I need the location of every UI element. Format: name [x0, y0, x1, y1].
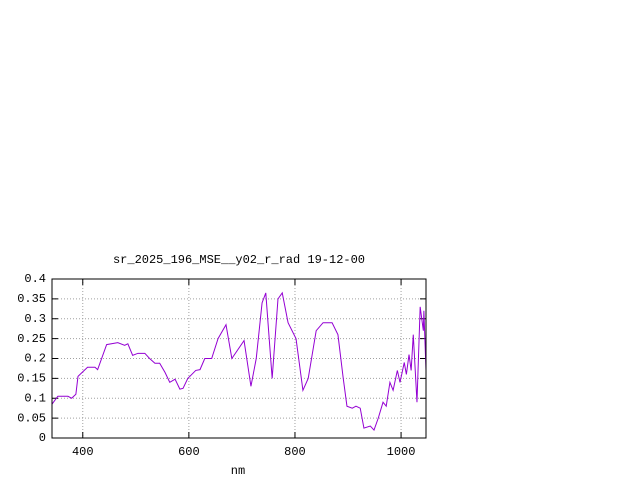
y-tick-label: 0.1 [24, 391, 46, 405]
y-tick-label: 0.15 [17, 372, 46, 386]
x-tick-label: 600 [178, 445, 200, 459]
y-tick-label: 0 [39, 431, 46, 445]
x-axis-label: nm [231, 464, 245, 478]
y-tick-label: 0.35 [17, 292, 46, 306]
y-tick-label: 0.3 [24, 312, 46, 326]
y-tick-label: 0.25 [17, 332, 46, 346]
y-tick-label: 0.4 [24, 272, 46, 286]
data-line [51, 291, 427, 431]
chart-title: sr_2025_196_MSE__y02_r_rad 19-12-00 [113, 253, 365, 267]
y-tick-label: 0.2 [24, 352, 46, 366]
x-tick-label: 1000 [387, 445, 416, 459]
plot-frame [51, 278, 427, 439]
x-tick-label: 800 [284, 445, 306, 459]
x-tick-label: 400 [72, 445, 94, 459]
y-tick-label: 0.05 [17, 411, 46, 425]
